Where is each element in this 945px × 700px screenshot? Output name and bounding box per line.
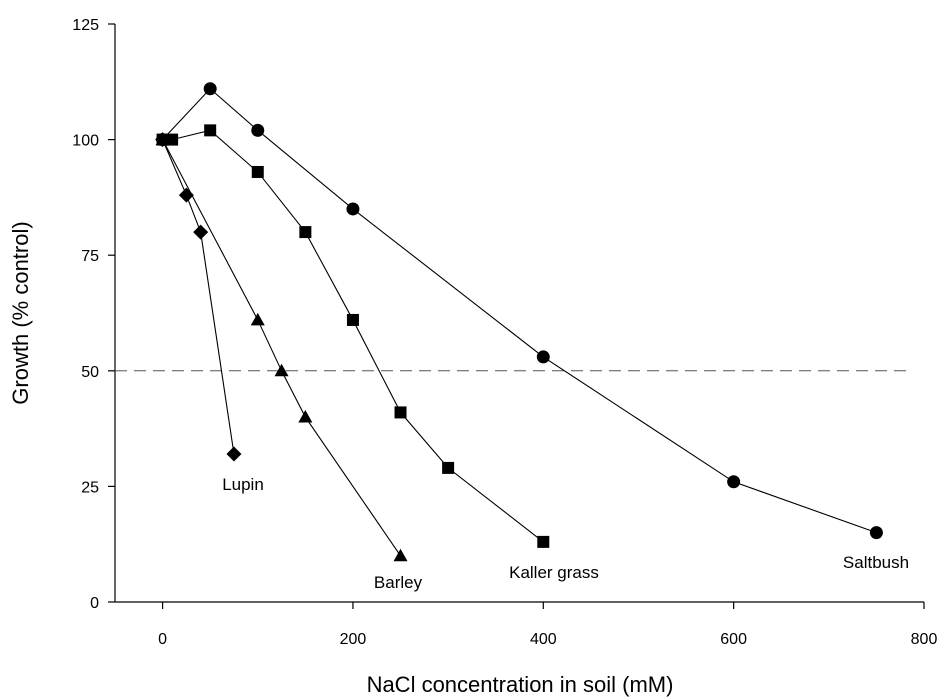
x-tick-label: 400 [530, 631, 557, 648]
series-layer [155, 82, 883, 562]
y-tick-label: 50 [81, 364, 99, 381]
data-point-saltbush [346, 202, 360, 216]
data-point-barley [393, 548, 408, 562]
y-tick-label: 100 [72, 133, 99, 150]
y-tick-label: 25 [81, 479, 99, 496]
series-label-barley: Barley [374, 573, 423, 592]
series-label-saltbush: Saltbush [843, 553, 909, 572]
x-tick-label: 200 [340, 631, 367, 648]
y-tick-label: 0 [90, 595, 99, 612]
series-line-saltbush [162, 87, 877, 534]
x-axis-title: NaCl concentration in soil (mM) [367, 672, 674, 697]
series-barley [155, 132, 408, 562]
data-point-lupin [226, 446, 242, 462]
data-point-saltbush [536, 350, 550, 364]
series-label-lupin: Lupin [222, 475, 264, 494]
series-saltbush [156, 82, 883, 540]
data-point-lupin [155, 132, 171, 148]
data-point-barley [250, 312, 265, 326]
axes: 0 25 50 75 100 125 0 200 400 600 800 [72, 17, 937, 648]
data-point-kaller-grass [394, 406, 407, 419]
data-point-saltbush [727, 475, 741, 489]
y-tick-label: 75 [81, 248, 99, 265]
data-point-kaller-grass [251, 165, 264, 178]
series-labels-layer: Saltbush Kaller grass Barley Lupin [222, 475, 909, 592]
series-label-kaller-grass: Kaller grass [509, 563, 599, 582]
data-point-kaller-grass [442, 461, 455, 474]
y-tick-label: 125 [72, 17, 99, 34]
data-point-kaller-grass [346, 313, 359, 326]
series-lupin [155, 132, 242, 462]
series-line-kaller-grass [162, 129, 544, 543]
data-point-lupin [193, 224, 209, 240]
x-tick-label: 600 [720, 631, 747, 648]
x-tick-label: 800 [911, 631, 938, 648]
x-tick-label: 0 [158, 631, 167, 648]
series-kaller-grass [156, 124, 550, 548]
data-point-kaller-grass [166, 133, 179, 146]
data-point-kaller-grass [299, 226, 312, 239]
data-point-saltbush [869, 526, 883, 540]
data-point-lupin [178, 187, 194, 203]
series-line-lupin [162, 139, 235, 455]
data-point-barley [298, 410, 313, 423]
data-point-kaller-grass [537, 535, 550, 548]
data-point-saltbush [203, 82, 217, 96]
y-axis-title: Growth (% control) [8, 221, 33, 404]
data-point-saltbush [251, 123, 265, 137]
data-point-barley [274, 363, 289, 377]
data-point-kaller-grass [204, 124, 217, 137]
